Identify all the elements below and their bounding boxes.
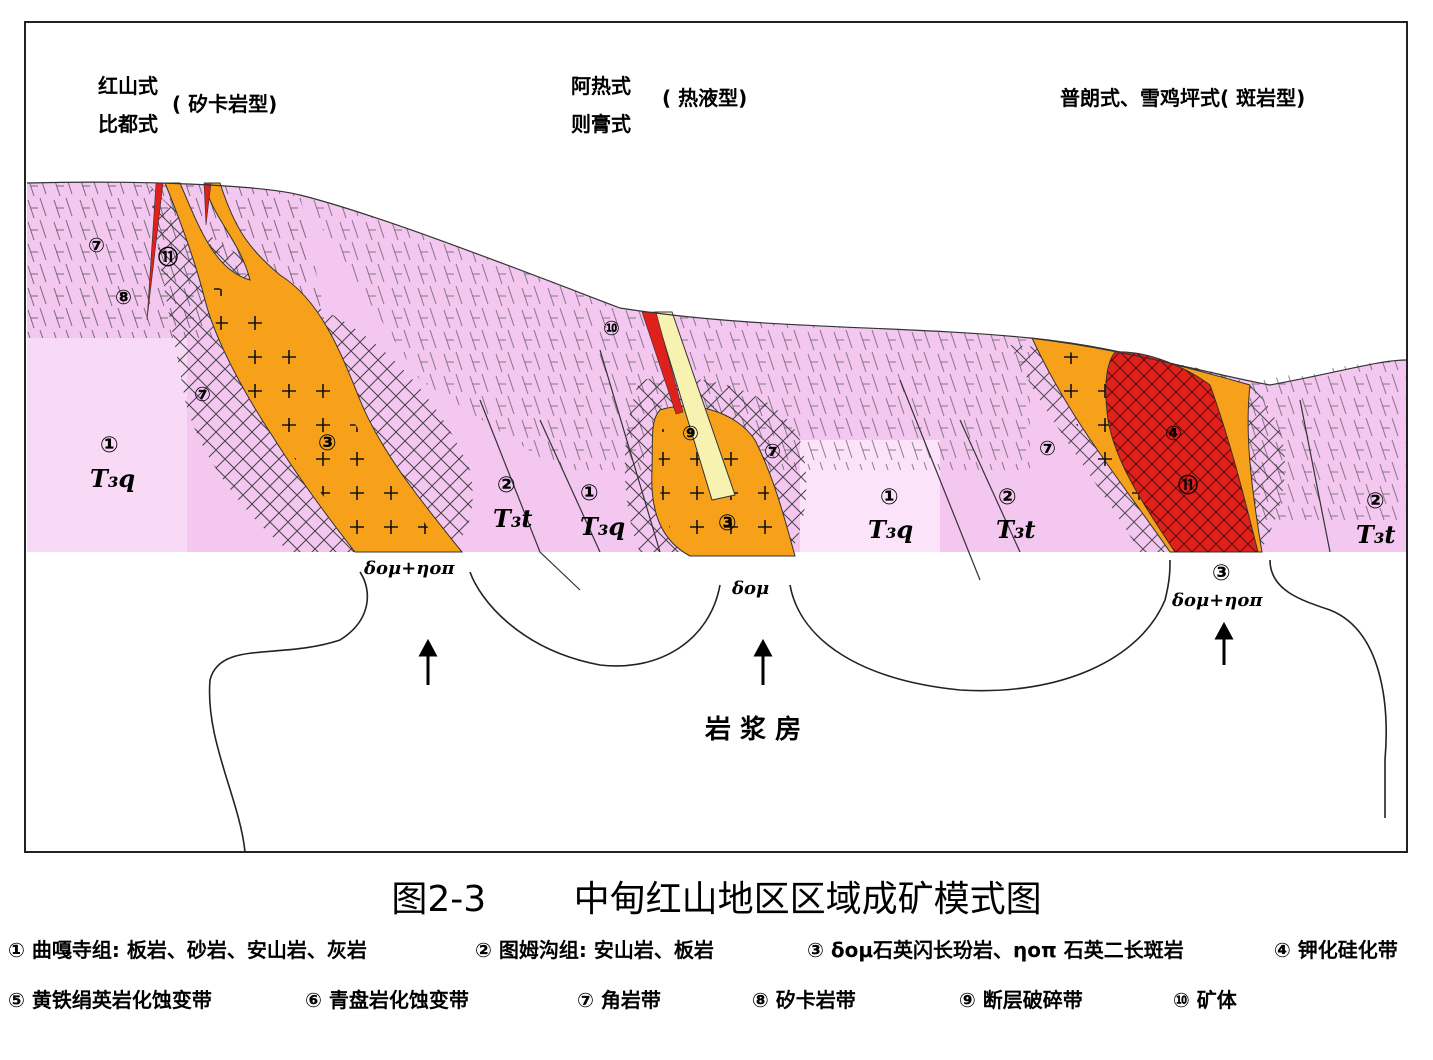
circle-1-label: ① (580, 481, 599, 506)
label-bidu: 比都式 (98, 112, 158, 136)
figure-number: 图2-3 (391, 879, 487, 920)
circle-11-label: ⑪ (1178, 473, 1198, 497)
legend-item-propylitic: ⑥ 青盘岩化蚀变带 (304, 988, 469, 1012)
label-hongshan: 红山式 (98, 74, 158, 98)
circle-3-label: ③ (1212, 561, 1231, 586)
circle-7-label: ⑦ (1039, 436, 1056, 460)
legend-row-1: ① 曲嘎寺组: 板岩、砂岩、安山岩、灰岩 ② 图姆沟组: 安山岩、板岩 ③ δo… (8, 934, 1398, 963)
formation-t3t-label: T₃t (493, 504, 532, 533)
formation-t3q-label: T₃q (580, 512, 625, 541)
circle-3-label: ③ (318, 431, 337, 456)
legend-item-hornfels: ⑦ 角岩带 (576, 988, 661, 1012)
legend-item-phyllic: ⑤ 黄铁绢英岩化蚀变带 (8, 988, 212, 1012)
circle-2-label: ② (998, 485, 1017, 510)
ore-vein-left-2 (203, 182, 212, 226)
legend-item-fault: ⑨ 断层破碎带 (958, 988, 1083, 1012)
figure-caption: 图2-3 中甸红山地区区域成矿模式图 (0, 870, 1433, 922)
circle-7-label: ⑦ (194, 382, 211, 406)
circle-1-label: ① (880, 485, 899, 510)
label-zegao: 则膏式 (571, 112, 631, 136)
magma-chamber-label: 岩 浆 房 (704, 714, 801, 745)
circle-9-label: ⑨ (682, 421, 699, 445)
circle-8-label: ⑧ (115, 285, 132, 309)
legend-item-skarn: ⑧ 矽卡岩带 (751, 988, 856, 1012)
magma-rise-arrows (418, 621, 1234, 685)
intrusion-right-label: δoμ+ηoπ (1171, 590, 1263, 611)
label-skarn-type: ( 矽卡岩型) (172, 92, 277, 116)
circle-2-label: ② (1366, 489, 1385, 514)
fault-lines (479, 349, 1331, 591)
formation-t3t-label: T₃t (996, 515, 1035, 544)
fault-zone-middle (654, 311, 736, 501)
circle-2-label: ② (497, 473, 516, 498)
strata-light-band-1 (27, 338, 187, 552)
formation-t3q-label: T₃q (868, 515, 913, 544)
circle-4-label: ④ (1165, 421, 1182, 445)
legend-item-potassic: ④ 钾化硅化带 (1273, 938, 1398, 962)
arrow-up-icon (1214, 621, 1234, 640)
label-are: 阿热式 (571, 74, 631, 98)
arrow-up-icon (753, 638, 773, 657)
circle-3-label: ③ (718, 511, 737, 536)
ground-surface (26, 181, 1407, 386)
legend-item-orebody: ⑩ 矿体 (1172, 988, 1237, 1012)
circle-10-label: ⑩ (603, 316, 620, 340)
intrusion-middle-label: δoμ (731, 578, 769, 599)
legend-row-2: ⑤ 黄铁绢英岩化蚀变带 ⑥ 青盘岩化蚀变带 ⑦ 角岩带 ⑧ 矽卡岩带 ⑨ 断层破… (8, 984, 1237, 1013)
circle-7-label: ⑦ (88, 233, 105, 257)
legend-item-tumugou: ② 图姆沟组: 安山岩、板岩 (474, 938, 714, 962)
arrow-up-icon (418, 638, 438, 657)
legend-item-qugasi: ① 曲嘎寺组: 板岩、砂岩、安山岩、灰岩 (8, 938, 367, 962)
circle-7-label: ⑦ (764, 439, 781, 463)
formation-t3t-label: T₃t (1356, 520, 1395, 549)
circle-11-label: ⑪ (158, 245, 178, 269)
legend-item-porphyry: ③ δoμ石英闪长玢岩、ηoπ 石英二长斑岩 (806, 938, 1184, 962)
figure-title: 中甸红山地区区域成矿模式图 (573, 879, 1042, 920)
label-porphyry-type: 普朗式、雪鸡坪式( 斑岩型) (1060, 86, 1305, 110)
formation-t3q-label: T₃q (90, 464, 135, 493)
label-hydrothermal-type: ( 热液型) (662, 86, 747, 110)
magma-chamber-outline (208, 559, 1387, 853)
orebody-right-net (1105, 351, 1258, 552)
intrusion-left-plus-texture (205, 280, 440, 545)
diagram-frame (24, 21, 1408, 853)
circle-1-label: ① (100, 433, 119, 458)
intrusion-left-label: δoμ+ηoπ (363, 558, 455, 579)
